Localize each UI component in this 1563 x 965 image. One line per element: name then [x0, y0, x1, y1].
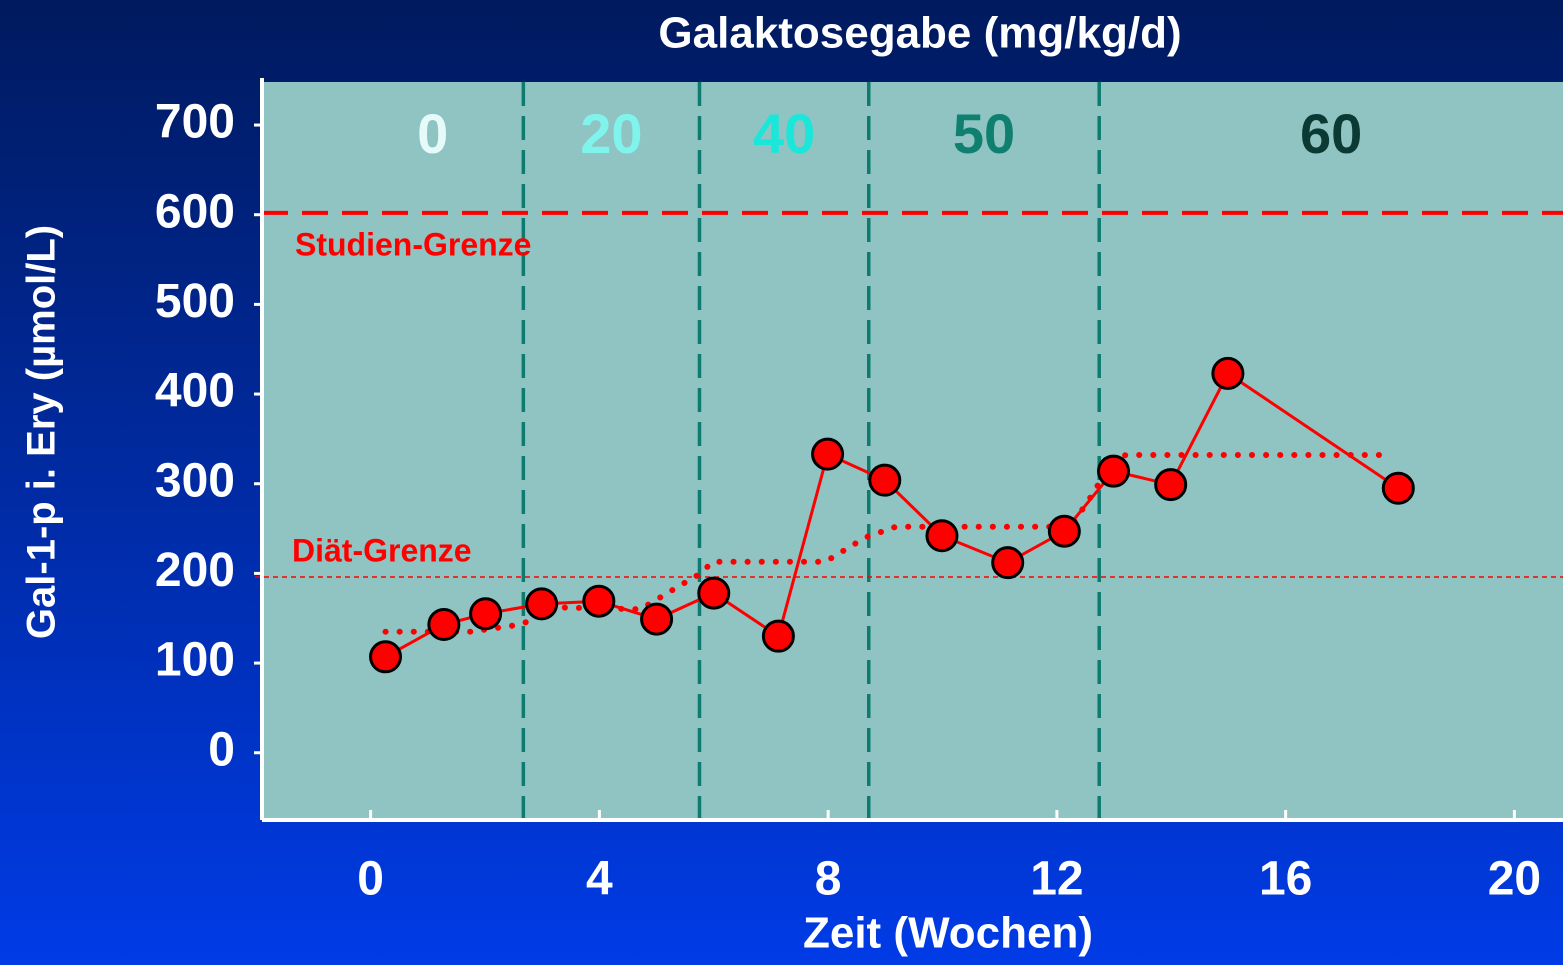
x-tick-label: 16	[1259, 853, 1312, 906]
data-point	[925, 519, 959, 553]
data-point	[525, 587, 559, 621]
data-point	[697, 576, 731, 610]
data-point	[582, 584, 616, 618]
data-point	[991, 546, 1025, 580]
x-tick-label: 20	[1488, 853, 1541, 906]
y-axis-label: Gal-1-p i. Ery (µmol/L)	[20, 225, 64, 639]
data-point	[469, 597, 503, 631]
data-point	[1381, 471, 1415, 505]
data-point	[811, 437, 845, 471]
dose-label: 0	[417, 102, 448, 165]
reference-label: Diät-Grenze	[292, 532, 472, 568]
y-tick-label: 700	[155, 96, 235, 149]
dose-label: 40	[753, 102, 815, 165]
y-tick-label: 600	[155, 185, 235, 238]
dose-label: 20	[580, 102, 642, 165]
data-point	[1097, 454, 1131, 488]
data-point	[1047, 514, 1081, 548]
x-tick-label: 4	[586, 853, 613, 906]
dose-label: 50	[953, 102, 1015, 165]
dose-label: 60	[1300, 102, 1362, 165]
chart-title: Galaktosegabe (mg/kg/d)	[658, 9, 1181, 58]
data-point	[1211, 356, 1245, 390]
y-tick-label: 200	[155, 544, 235, 597]
plot-area	[262, 82, 1563, 820]
x-tick-label: 8	[815, 853, 842, 906]
data-point	[761, 619, 795, 653]
data-point	[640, 602, 674, 636]
reference-label: Studien-Grenze	[295, 226, 531, 262]
y-tick-label: 300	[155, 454, 235, 507]
x-tick-label: 0	[357, 853, 384, 906]
y-tick-label: 500	[155, 275, 235, 328]
x-tick-label: 12	[1030, 853, 1083, 906]
data-point	[427, 608, 461, 642]
y-tick-label: 100	[155, 634, 235, 687]
data-point	[868, 463, 902, 497]
y-tick-label: 400	[155, 365, 235, 418]
y-tick-label: 0	[208, 723, 235, 776]
x-axis-label: Zeit (Wochen)	[803, 909, 1093, 958]
data-point	[369, 640, 403, 674]
data-point	[1154, 468, 1188, 502]
